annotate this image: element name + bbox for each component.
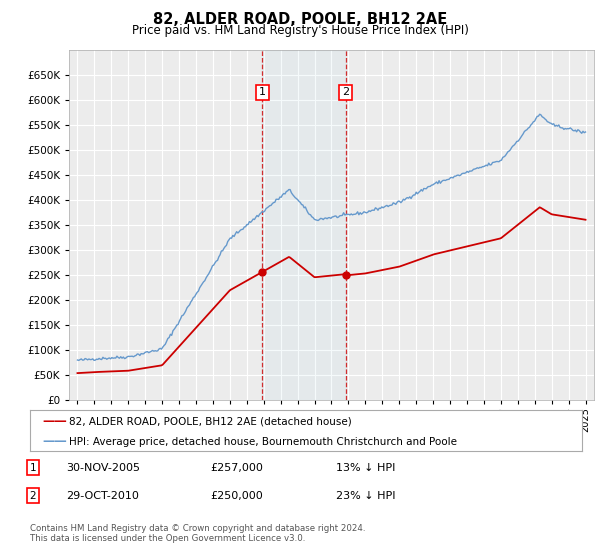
Text: Price paid vs. HM Land Registry's House Price Index (HPI): Price paid vs. HM Land Registry's House … [131, 24, 469, 36]
Text: 29-OCT-2010: 29-OCT-2010 [66, 491, 139, 501]
Text: 23% ↓ HPI: 23% ↓ HPI [336, 491, 395, 501]
Text: £250,000: £250,000 [210, 491, 263, 501]
Bar [262, 50, 346, 400]
Text: ——: —— [42, 416, 67, 428]
Text: 30-NOV-2005: 30-NOV-2005 [66, 463, 140, 473]
Text: Contains HM Land Registry data © Crown copyright and database right 2024.
This d: Contains HM Land Registry data © Crown c… [30, 524, 365, 543]
Text: 13% ↓ HPI: 13% ↓ HPI [336, 463, 395, 473]
Text: 1: 1 [29, 463, 37, 473]
Text: 2: 2 [342, 87, 349, 97]
Text: 82, ALDER ROAD, POOLE, BH12 2AE (detached house): 82, ALDER ROAD, POOLE, BH12 2AE (detache… [69, 417, 352, 427]
Text: 1: 1 [259, 87, 266, 97]
Text: 2: 2 [29, 491, 37, 501]
Text: £257,000: £257,000 [210, 463, 263, 473]
Text: 82, ALDER ROAD, POOLE, BH12 2AE: 82, ALDER ROAD, POOLE, BH12 2AE [153, 12, 447, 27]
Text: HPI: Average price, detached house, Bournemouth Christchurch and Poole: HPI: Average price, detached house, Bour… [69, 437, 457, 447]
Text: ——: —— [42, 436, 67, 449]
